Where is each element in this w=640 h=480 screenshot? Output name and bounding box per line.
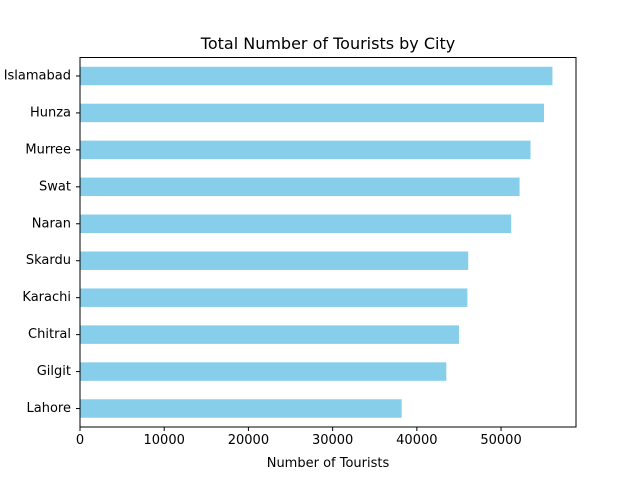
bar-karachi [80,288,468,307]
bar-lahore [80,399,402,418]
x-tick-label: 0 [76,433,84,448]
bar-swat [80,177,520,197]
x-tick-label: 20000 [228,433,269,448]
bar-chitral [80,325,459,344]
y-tick-label: Swat [39,179,71,194]
x-tick-label: 10000 [144,433,185,448]
y-tick-label: Gilgit [37,364,71,379]
bar-skardu [80,251,469,270]
bar-murree [80,140,531,160]
y-tick-label: Islamabad [4,68,71,83]
x-axis-label: Number of Tourists [267,456,390,471]
y-ticks-group: Lahore Gilgit Chitral Karachi Skardu Naran Swa… [4,68,80,416]
bar-gilgit [80,362,447,381]
y-tick-label: Naran [32,216,71,231]
chart-title: Total Number of Tourists by City [200,34,455,53]
plot-frame [79,57,577,428]
y-tick-label: Skardu [26,253,71,268]
bars-group [80,66,553,418]
y-tick-label: Murree [25,142,71,157]
x-tick-label: 50000 [480,433,521,448]
y-tick-label: Lahore [27,401,71,416]
y-tick-label: Hunza [30,105,71,120]
bar-naran [80,214,512,234]
x-tick-label: 40000 [396,433,437,448]
bar-hunza [80,103,544,123]
x-tick-label: 30000 [312,433,353,448]
bar-islamabad [80,66,553,86]
y-tick-label: Chitral [28,327,71,342]
x-ticks-group: 0 10000 20000 30000 40000 50000 [76,427,522,448]
y-tick-label: Karachi [22,290,71,305]
